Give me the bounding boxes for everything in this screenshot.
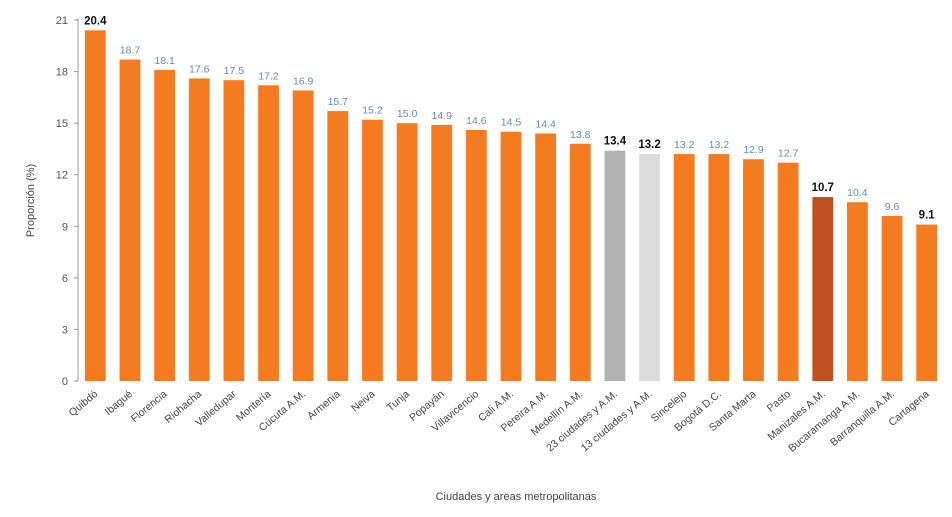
data-label: 13.8: [570, 129, 591, 141]
data-label: 17.6: [189, 63, 210, 75]
bar: [847, 202, 868, 381]
data-label: 18.7: [120, 45, 141, 57]
bar: [431, 124, 453, 381]
data-label: 10.7: [812, 182, 834, 194]
y-tick-label: 0: [62, 376, 68, 388]
category-labels-group: Quibdó IbaguéFlorenciaRiohachaValleduparM…: [67, 388, 932, 455]
data-label: 12.9: [743, 144, 764, 156]
y-tick-label: 6: [62, 273, 68, 285]
bar: [777, 162, 799, 381]
data-label: 13.2: [638, 139, 660, 151]
data-label: 18.1: [154, 55, 175, 67]
y-tick-label: 9: [62, 221, 68, 233]
bar: [119, 59, 141, 382]
data-label: 10.4: [847, 187, 868, 199]
y-axis: 0 3 6 9 12 15 18 21: [56, 15, 79, 388]
bar: [84, 30, 106, 382]
bar: [639, 154, 660, 381]
bar: [188, 78, 210, 381]
bar: [327, 111, 349, 381]
data-label: 12.7: [778, 148, 799, 160]
bar: [535, 133, 557, 381]
bar: [292, 90, 314, 381]
bar: [396, 123, 418, 382]
x-tick-label: Armenia: [305, 388, 343, 422]
data-label: 15.2: [362, 105, 383, 117]
data-label: 13.2: [709, 139, 730, 151]
bar: [465, 130, 487, 381]
data-label: 20.4: [84, 15, 107, 27]
bar: [362, 119, 383, 381]
x-axis-title: Ciudades y areas metropolitanas: [436, 491, 597, 503]
data-label: 14.6: [466, 115, 487, 127]
data-label: 17.2: [258, 70, 279, 82]
bar: [881, 215, 903, 381]
data-label: 9.1: [919, 210, 936, 222]
y-tick-label: 21: [56, 15, 68, 27]
bar: [604, 150, 626, 381]
data-label: 15.0: [397, 108, 418, 120]
x-tick-label: Neiva: [349, 388, 377, 415]
bar: [500, 131, 522, 381]
bar: [708, 154, 730, 381]
bar: [223, 80, 245, 382]
data-label: 17.5: [224, 65, 245, 77]
bar: [812, 197, 834, 381]
bar: [258, 85, 279, 382]
data-label: 13.2: [674, 139, 695, 151]
data-label: 15.7: [328, 96, 349, 108]
y-tick-label: 3: [62, 324, 68, 336]
x-tick-label: Pasto: [765, 388, 793, 415]
bars-group: [84, 30, 938, 382]
bar: [743, 159, 764, 381]
data-label: 9.6: [885, 201, 900, 213]
data-label: 14.9: [432, 110, 453, 122]
x-tick-label: Quibdó: [67, 388, 101, 419]
y-tick-label: 18: [56, 67, 68, 79]
bar: [154, 69, 175, 381]
bar: [569, 143, 591, 381]
x-tick-label: Tunja: [384, 388, 412, 414]
x-tick-label: Florencia: [129, 388, 170, 425]
data-label: 14.4: [535, 118, 556, 130]
bar: [673, 154, 695, 381]
value-labels-group: 20.4 18.7 18.1 17.6 17.5 17.2 16.9 15.7 15.2 15.0…: [84, 15, 935, 221]
data-label: 14.5: [501, 117, 522, 129]
y-tick-label: 12: [56, 170, 68, 182]
data-label: 16.9: [293, 75, 314, 87]
y-tick-label: 15: [56, 118, 68, 130]
y-axis-title: Proporción (%): [25, 164, 37, 237]
data-label: 13.4: [604, 136, 627, 148]
bar: [916, 224, 938, 381]
